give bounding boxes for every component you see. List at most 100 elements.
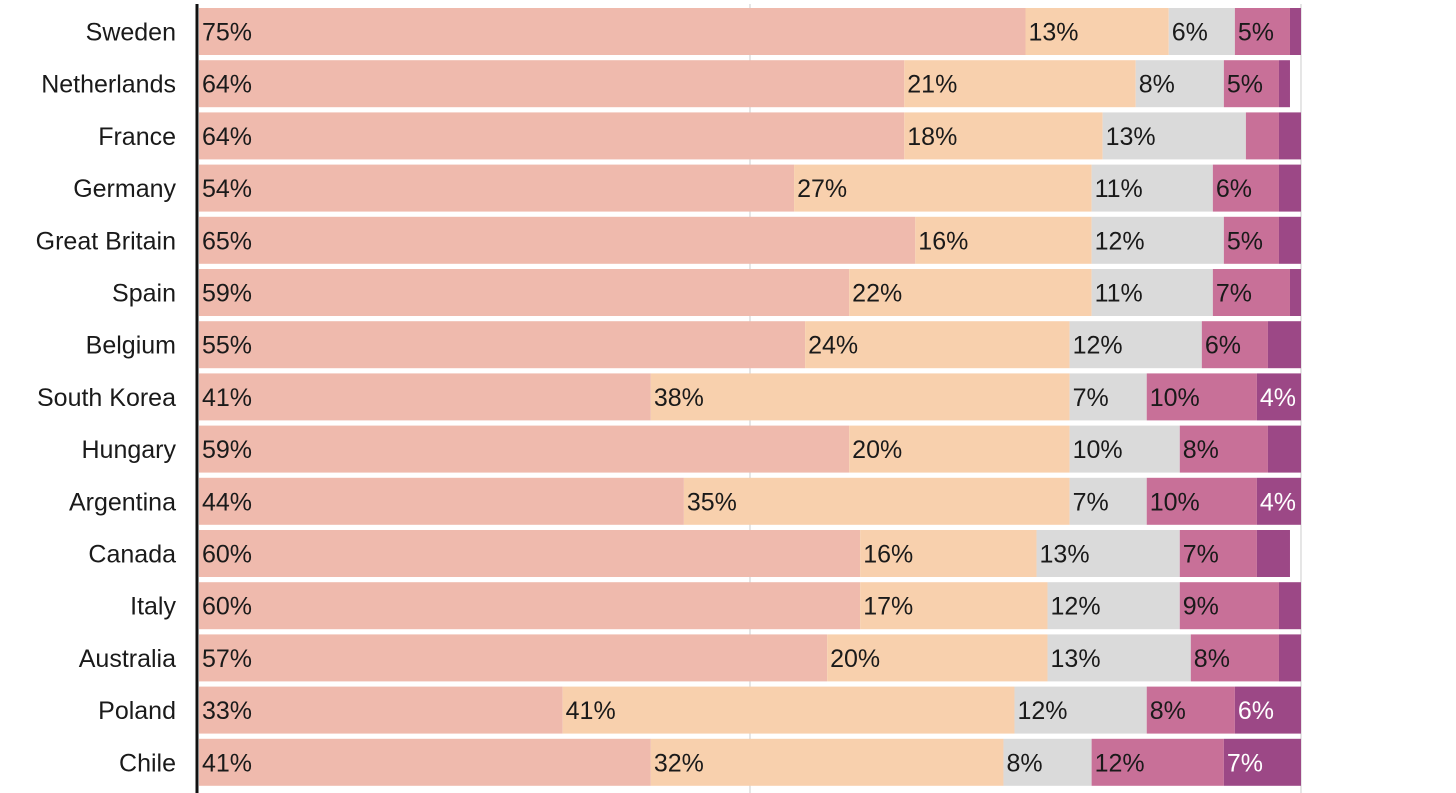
- bar-segment: [1289, 8, 1301, 55]
- data-label: 7%: [1183, 541, 1219, 569]
- bar-segment: [1069, 321, 1202, 369]
- bar-segment: [1091, 216, 1224, 264]
- bar-segment: [1278, 60, 1290, 108]
- data-label: 6%: [1216, 175, 1252, 203]
- bar-segment: [1091, 269, 1213, 316]
- category-label: Great Britain: [36, 227, 176, 255]
- data-label: 13%: [1051, 645, 1101, 673]
- bar-segment: [1069, 373, 1147, 421]
- data-label: 65%: [202, 227, 252, 255]
- bar-segment: [1278, 164, 1301, 212]
- bar-segment: [683, 477, 1070, 525]
- bar-segment: [199, 686, 563, 734]
- bar-segment: [1047, 582, 1180, 630]
- bar-segment: [805, 321, 1070, 369]
- bar-segment: [199, 738, 651, 786]
- data-label: 64%: [202, 71, 252, 99]
- bar-segment: [650, 373, 1070, 421]
- bar-segment: [1069, 425, 1180, 473]
- bar-segment: [1223, 216, 1279, 264]
- data-label: 13%: [1106, 123, 1156, 151]
- bar-segment: [199, 477, 684, 525]
- bar-segment: [904, 60, 1136, 108]
- bar-segment: [1212, 269, 1290, 316]
- data-label: 20%: [830, 645, 880, 673]
- data-label: 10%: [1150, 384, 1200, 412]
- bar-segment: [1256, 530, 1290, 577]
- bar-segment: [1146, 373, 1257, 421]
- data-label: 64%: [202, 123, 252, 151]
- data-label: 12%: [1073, 332, 1123, 360]
- bar-segment: [1102, 112, 1246, 160]
- bar-segment: [1267, 321, 1301, 369]
- bar-segment: [1234, 686, 1301, 734]
- data-label: 8%: [1006, 749, 1042, 777]
- data-label: 4%: [1260, 384, 1296, 412]
- category-label: South Korea: [37, 384, 176, 412]
- data-label: 12%: [1051, 593, 1101, 621]
- data-label: 5%: [1238, 19, 1274, 47]
- bar-segment: [199, 373, 651, 421]
- bar-segment: [199, 60, 905, 108]
- bar-segment: [650, 738, 1004, 786]
- data-label: 18%: [907, 123, 957, 151]
- data-label: 24%: [808, 332, 858, 360]
- data-label: 16%: [863, 541, 913, 569]
- bar-segment: [860, 582, 1048, 630]
- bar-segment: [1278, 582, 1301, 630]
- bar-segment: [1036, 530, 1180, 577]
- data-label: 54%: [202, 175, 252, 203]
- bar-segment: [1146, 477, 1257, 525]
- data-label: 11%: [1095, 175, 1143, 203]
- bar-segment: [199, 164, 795, 212]
- data-label: 6%: [1172, 19, 1208, 47]
- data-label: 17%: [863, 593, 913, 621]
- category-label: Australia: [79, 645, 176, 673]
- data-label: 4%: [1260, 488, 1296, 516]
- bar-segment: [1256, 373, 1301, 421]
- bar-segment: [827, 634, 1048, 682]
- data-label: 13%: [1040, 541, 1090, 569]
- data-label: 6%: [1238, 697, 1274, 725]
- bar-segment: [1003, 738, 1092, 786]
- bar-segment: [1278, 112, 1301, 160]
- category-label: Belgium: [86, 332, 176, 360]
- bar-segment: [1135, 60, 1224, 108]
- data-label: 9%: [1183, 593, 1219, 621]
- data-label: 60%: [202, 593, 252, 621]
- bar-segment: [1234, 8, 1290, 55]
- bar-segment: [199, 634, 828, 682]
- category-label: France: [98, 123, 176, 151]
- bar-segment: [199, 321, 806, 369]
- data-label: 7%: [1227, 749, 1263, 777]
- category-labels: Sweden Netherlands France Germany Great Brit…: [36, 19, 177, 778]
- data-label: 59%: [202, 280, 252, 308]
- bar-segment: [199, 269, 850, 316]
- bar-segment: [199, 216, 916, 264]
- data-label: 41%: [202, 749, 252, 777]
- bar-segment: [1223, 60, 1279, 108]
- bar-segment: [904, 112, 1103, 160]
- category-label: Sweden: [86, 19, 176, 47]
- data-label: 38%: [654, 384, 704, 412]
- data-label: 20%: [852, 436, 902, 464]
- data-label: 8%: [1183, 436, 1219, 464]
- bar-segment: [1190, 634, 1279, 682]
- bar-segment: [1091, 164, 1213, 212]
- bar-segment: [199, 112, 905, 160]
- data-label: 13%: [1029, 19, 1079, 47]
- bar-segment: [1278, 216, 1301, 264]
- data-label: 8%: [1139, 71, 1175, 99]
- data-label: 33%: [202, 697, 252, 725]
- data-label: 75%: [202, 19, 252, 47]
- bar-segment: [849, 425, 1070, 473]
- bar-segment: [1179, 530, 1257, 577]
- data-label: 41%: [566, 697, 616, 725]
- bar-segment: [1267, 425, 1301, 473]
- bar-segment: [1025, 8, 1169, 55]
- data-label: 44%: [202, 488, 252, 516]
- bar-segment: [562, 686, 1015, 734]
- bar-segment: [199, 8, 1026, 55]
- data-label: 21%: [907, 71, 957, 99]
